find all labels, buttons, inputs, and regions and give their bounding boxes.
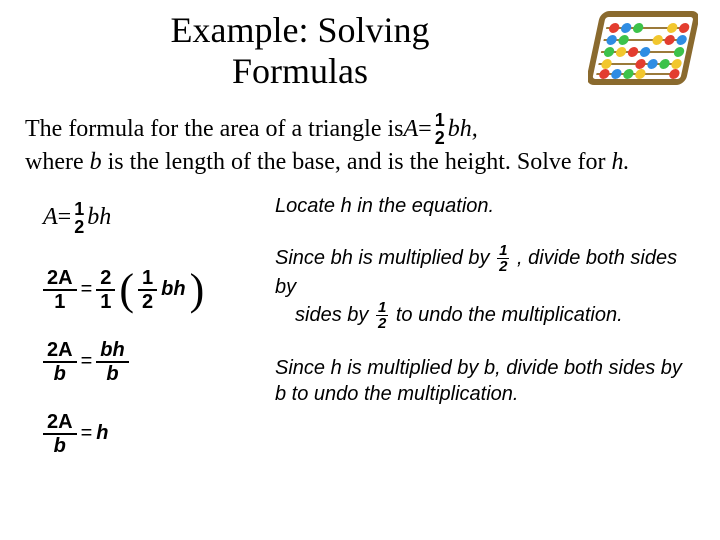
step1-frac: 1 2: [74, 200, 84, 236]
step2-lhs-den: 1: [54, 291, 65, 313]
title-line-1: Example: Solving: [171, 10, 430, 50]
explanation-1: Locate h in the equation.: [275, 193, 695, 219]
expl2-c: to undo the multiplication.: [390, 304, 622, 326]
step1-A: A: [43, 204, 58, 231]
expl2-frac2: 12: [376, 300, 388, 331]
expl2-frac1-num: 1: [497, 243, 509, 259]
step2-bh: bh: [161, 278, 185, 301]
desc-line2a: where: [25, 149, 90, 175]
step-2: 2A 1 = 2 1 ( 1 2 bh ): [43, 265, 245, 315]
step2-rhs2-num: 1: [142, 267, 153, 289]
close-paren: ): [190, 272, 205, 307]
step-4: 2A b = h: [43, 409, 245, 459]
desc-line2b: is the length of the base, and is the he…: [102, 149, 612, 175]
step4-lhs-den: b: [50, 435, 70, 457]
explanation-3: Since h is multiplied by b, divide both …: [275, 355, 695, 407]
step2-rhs2-den: 2: [142, 291, 153, 313]
expl2-a: Since bh is multiplied by: [275, 247, 495, 269]
step-1: A = 1 2 bh: [43, 193, 245, 243]
desc-A: A: [404, 114, 419, 144]
step1-bh: bh: [87, 204, 111, 231]
problem-description: The formula for the area of a triangle i…: [25, 111, 695, 177]
expl2-sides: sides by: [295, 304, 374, 326]
desc-eq: =: [418, 114, 432, 144]
step3-lhs: 2A b: [43, 339, 77, 385]
desc-h-var: h.: [612, 149, 630, 175]
step3-rhs: bh b: [96, 339, 128, 385]
step3-rhs-den: b: [102, 363, 122, 385]
step2-eq: =: [81, 278, 93, 301]
step3-lhs-num: 2A: [47, 339, 73, 361]
solution-columns: A = 1 2 bh 2A 1 = 2 1 (: [25, 193, 695, 481]
step2-rhs1: 2 1: [96, 267, 115, 313]
desc-text-1: The formula for the area of a triangle i…: [25, 114, 404, 144]
step3-rhs-num: bh: [96, 339, 128, 363]
step1-num: 1: [74, 200, 84, 218]
step3-eq: =: [81, 350, 93, 373]
frac-den: 2: [435, 129, 445, 147]
expl2-frac1-den: 2: [497, 259, 509, 274]
step2-lhs: 2A 1: [43, 267, 77, 313]
step4-lhs: 2A b: [43, 411, 77, 457]
abacus-image: [588, 10, 698, 88]
step4-h: h: [96, 422, 108, 445]
step1-eq: =: [58, 204, 72, 231]
step1-den: 2: [74, 218, 84, 236]
explanation-2: Since bh is multiplied by 12 , divide bo…: [275, 243, 695, 331]
frac-num: 1: [435, 111, 445, 129]
desc-bh: bh,: [448, 114, 478, 144]
step2-rhs2: 1 2: [138, 267, 157, 313]
expl2-frac1: 12: [497, 243, 509, 274]
expl2-frac2-num: 1: [376, 300, 388, 316]
step-3: 2A b = bh b: [43, 337, 245, 387]
math-column: A = 1 2 bh 2A 1 = 2 1 (: [25, 193, 245, 481]
expl2-frac2-den: 2: [376, 316, 388, 331]
frac-half: 1 2: [435, 111, 445, 147]
step4-lhs-num: 2A: [47, 411, 73, 433]
desc-b-var: b: [90, 149, 102, 175]
explanation-column: Locate h in the equation. Since bh is mu…: [275, 193, 695, 481]
step2-rhs1-num: 2: [100, 267, 111, 289]
title-line-2: Formulas: [232, 51, 368, 91]
step2-rhs1-den: 1: [100, 291, 111, 313]
step4-eq: =: [81, 422, 93, 445]
open-paren: (: [119, 272, 134, 307]
step2-lhs-num: 2A: [47, 267, 73, 289]
step3-lhs-den: b: [50, 363, 70, 385]
